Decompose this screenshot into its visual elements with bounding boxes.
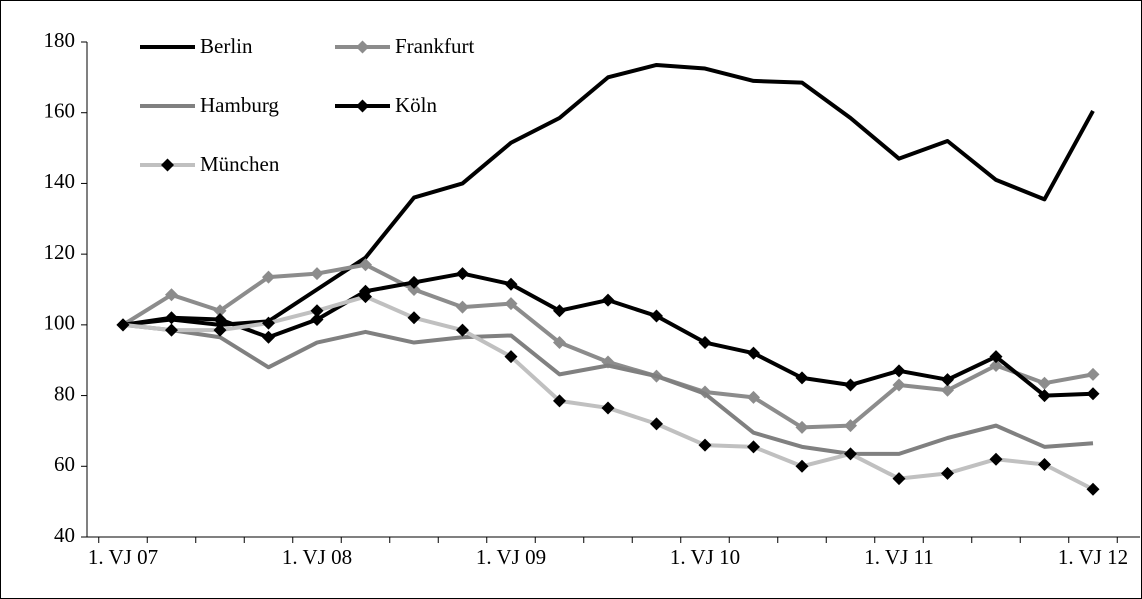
marker [698,438,712,452]
marker [1038,376,1051,390]
marker [504,277,518,291]
marker [747,346,760,360]
legend-label: Köln [395,93,438,117]
marker [989,452,1003,466]
marker [1038,458,1051,472]
y-tick-label: 180 [44,28,76,52]
y-tick-label: 160 [44,99,76,123]
marker [650,309,663,323]
marker [504,350,518,364]
legend-marker [161,158,174,172]
marker [747,390,760,404]
legend-marker [356,99,369,113]
marker [407,275,421,289]
marker [553,394,566,408]
marker [698,336,712,350]
marker [553,304,566,318]
marker [310,304,324,318]
marker [262,316,275,330]
marker [456,267,469,281]
marker [165,311,178,325]
x-tick-label: 1. VJ 12 [1058,545,1128,569]
marker [1086,482,1100,496]
legend-label: Frankfurt [395,34,474,58]
marker [310,313,324,327]
marker [1086,387,1100,401]
marker [844,447,857,461]
x-tick-label: 1. VJ 10 [670,545,740,569]
y-tick-label: 60 [54,452,75,476]
series-line [122,322,1094,456]
marker [941,373,954,387]
x-tick-label: 1. VJ 09 [476,545,546,569]
marker [165,288,178,302]
marker [650,417,663,431]
marker [844,378,857,392]
marker [456,300,469,314]
marker [213,313,227,327]
marker [116,318,130,332]
marker [795,459,809,473]
marker [407,283,421,296]
marker [844,419,857,433]
y-tick-label: 40 [54,523,75,547]
x-tick-label: 1. VJ 07 [88,545,158,569]
y-tick-label: 120 [44,240,76,264]
legend-label: Berlin [200,34,253,58]
marker [213,323,227,337]
y-tick-label: 80 [54,381,75,405]
x-tick-label: 1. VJ 11 [864,545,933,569]
marker [892,364,906,378]
marker [795,420,809,434]
marker [310,267,324,281]
marker [989,359,1003,373]
marker [165,323,178,337]
marker [892,378,906,392]
marker [941,383,954,397]
marker [601,401,615,415]
legend-label: München [200,152,280,176]
x-tick-label: 1. VJ 08 [282,545,352,569]
marker [407,311,421,325]
marker [213,304,227,318]
marker [1038,389,1051,403]
marker [892,472,906,486]
marker [989,350,1003,364]
marker [359,290,372,304]
marker [1086,367,1100,381]
marker [262,330,275,344]
marker [747,440,760,454]
y-tick-label: 100 [44,311,76,335]
marker [456,323,469,337]
marker [941,466,954,480]
marker [262,270,275,284]
series-line [122,62,1095,327]
marker [795,371,809,385]
legend-label: Hamburg [200,93,279,117]
y-tick-label: 140 [44,169,76,193]
marker [504,297,518,311]
marker [359,258,372,272]
legend-marker [356,40,369,54]
marker [553,336,566,350]
marker [601,293,615,307]
